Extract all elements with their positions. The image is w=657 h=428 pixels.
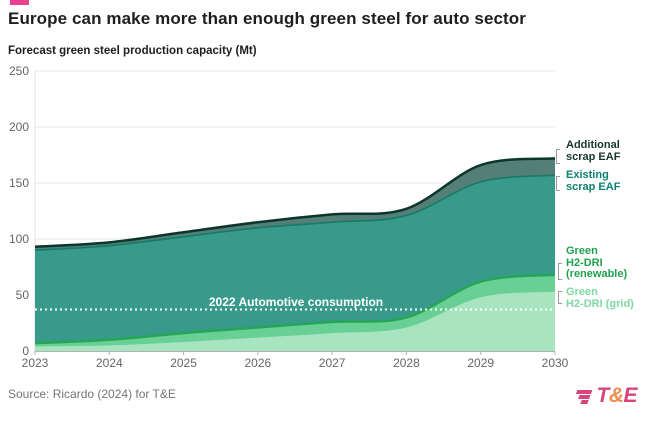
te-stripes-icon bbox=[573, 389, 593, 404]
x-tick-label: 2029 bbox=[467, 356, 495, 370]
chart-subtitle: Forecast green steel production capacity… bbox=[8, 45, 257, 57]
legend-item-additional-scrap-eaf: Additional scrap EAF bbox=[566, 139, 621, 163]
x-tick-label: 2023 bbox=[21, 356, 49, 370]
te-logo-text: T&E bbox=[596, 384, 637, 408]
legend-item-green-h2-dri-renewable: Green H2-DRI (renewable) bbox=[566, 245, 628, 281]
y-tick-label: 50 bbox=[15, 288, 29, 302]
source-text: Source: Ricardo (2024) for T&E bbox=[8, 387, 176, 401]
legend-item-green-h2-dri-grid: Green H2-DRI (grid) bbox=[566, 286, 634, 310]
legend-bracket-icon bbox=[556, 176, 560, 191]
legend-bracket-icon bbox=[556, 149, 560, 164]
brand-accent-bar bbox=[10, 0, 29, 5]
legend-bracket-icon bbox=[558, 263, 562, 280]
x-tick-label: 2025 bbox=[170, 356, 197, 370]
y-tick-label: 0 bbox=[22, 344, 29, 358]
x-tick-label: 2024 bbox=[95, 356, 123, 370]
logo-stripe bbox=[580, 399, 590, 404]
logo-letter-t: T bbox=[596, 384, 609, 407]
logo-letter-e: E bbox=[623, 384, 637, 407]
y-tick-label: 150 bbox=[8, 176, 29, 190]
logo-stripe bbox=[578, 394, 592, 399]
y-tick-label: 200 bbox=[8, 120, 29, 134]
logo-stripe bbox=[576, 389, 593, 394]
legend-bracket-icon bbox=[558, 291, 562, 304]
page-title: Europe can make more than enough green s… bbox=[8, 9, 527, 28]
x-tick-label: 2026 bbox=[244, 356, 272, 370]
x-tick-label: 2028 bbox=[393, 356, 420, 370]
x-tick-label: 2030 bbox=[541, 356, 569, 370]
logo-ampersand: & bbox=[608, 384, 624, 407]
y-tick-label: 250 bbox=[8, 64, 29, 78]
x-tick-label: 2027 bbox=[318, 356, 346, 370]
y-tick-label: 100 bbox=[8, 232, 29, 246]
legend-item-existing-scrap-eaf: Existing scrap EAF bbox=[566, 169, 621, 193]
te-logo: T&E bbox=[575, 384, 637, 408]
reference-line-label: 2022 Automotive consumption bbox=[208, 295, 384, 309]
